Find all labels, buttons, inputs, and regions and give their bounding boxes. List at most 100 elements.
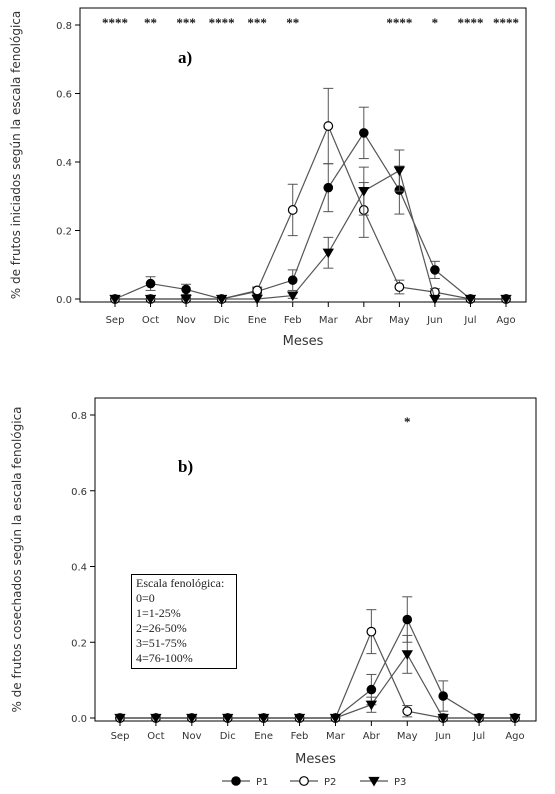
significance-label: **** [493,15,519,30]
x-tick-label: Ene [248,315,267,326]
marker-p3 [473,713,485,724]
x-tick-label: May [397,731,418,742]
significance-label: **** [386,15,412,30]
y-tick-label: 0.8 [56,21,72,32]
y-tick-label: 0.6 [71,487,87,498]
series-line-p3 [120,653,515,719]
x-tick-label: Jun [426,315,443,326]
marker-p3 [293,713,306,724]
scale-box-item: 2=26-50% [136,621,187,635]
marker-p1 [438,691,448,701]
series-p2 [110,87,511,304]
marker-p1 [402,614,413,625]
x-tick-label: Jun [434,731,451,742]
marker-p3 [368,776,380,787]
significance-label: ** [286,15,299,30]
phenological-scale-box: Escala fenológica: 0=0 1=1-25% 2=26-50% … [131,574,237,669]
marker-p2 [299,776,309,786]
x-tick-label: Abr [355,315,373,326]
x-tick-label: Mar [326,731,346,742]
marker-p3 [393,166,406,177]
marker-p3 [401,650,413,660]
y-tick-label: 0.8 [71,411,87,422]
x-tick-label: Abr [363,731,381,742]
series-line-p3 [115,169,506,300]
x-tick-label: Oct [147,731,164,742]
marker-p3 [322,248,334,259]
x-tick-label: Ago [496,315,515,326]
y-tick-label: 0.6 [56,90,72,101]
marker-p2 [402,706,413,717]
scale-box-item: 4=76-100% [136,651,193,665]
marker-p1 [231,776,241,786]
marker-p2 [394,282,405,292]
x-tick-label: Mar [319,315,339,326]
marker-p3 [144,294,157,305]
x-tick-label: May [389,315,410,326]
marker-p3 [429,294,441,305]
x-tick-label: Dic [220,731,236,742]
x-tick-label: Sep [111,731,130,742]
scale-box-item: 3=51-75% [136,636,187,650]
y-tick-label: 0.0 [71,714,87,725]
legend-item-p3: P3 [360,776,406,788]
scale-box-item: 1=1-25% [136,606,181,620]
y-axis-label: % de frutos iniciados según la escala fe… [9,11,23,300]
marker-p1 [430,265,440,275]
y-tick-label: 0.0 [56,295,72,306]
x-tick-label: Feb [284,315,302,326]
marker-p2 [323,121,334,131]
legend-label: P2 [324,777,336,788]
marker-p2 [366,626,377,637]
x-tick-label: Nov [176,315,196,326]
significance-label: **** [209,15,235,30]
marker-p3 [500,294,512,305]
marker-p3 [150,713,162,724]
y-axis-label: % de frutos cosechados según la escala f… [10,406,24,712]
x-tick-label: Nov [182,731,202,742]
marker-p3 [114,713,126,724]
marker-p1 [323,182,334,193]
significance-label: * [404,414,411,429]
marker-p3 [358,187,370,197]
significance-label: *** [247,15,267,30]
marker-p1 [359,128,369,138]
marker-p2 [252,285,263,296]
x-tick-label: Oct [142,315,159,326]
series-line-p2 [115,124,506,300]
marker-p1 [366,684,377,695]
panel-label: b) [178,457,193,476]
y-tick-label: 0.2 [56,227,72,238]
plot-frame [94,397,537,722]
significance-label: * [432,15,439,30]
significance-label: **** [457,15,483,30]
x-tick-label: Ene [254,731,273,742]
marker-p1 [287,275,298,285]
marker-p3 [287,291,299,302]
marker-p3 [257,713,270,724]
marker-p2 [287,205,298,215]
legend-label: P1 [256,777,268,788]
x-tick-label: Jul [472,731,485,742]
marker-p3 [464,294,477,305]
x-tick-label: Feb [291,731,309,742]
legend-item-p2: P2 [290,776,336,788]
marker-p3 [251,294,263,305]
legend: P1 P2 P3 [222,776,406,788]
series-p3 [109,149,512,305]
significance-label: *** [176,15,196,30]
marker-p3 [222,713,234,724]
x-axis-label: Meses [295,752,336,767]
marker-p1 [145,278,156,289]
x-tick-label: Jul [463,315,476,326]
marker-p3 [215,294,228,305]
series-p3 [114,634,521,724]
chart-panel-a: 0.0 0.2 0.4 0.6 0.8 Sep Oct Nov Dic Ene Feb Mar Abr M… [9,7,527,349]
marker-p3 [509,713,521,724]
scale-box-title: Escala fenológica: [136,576,225,590]
x-tick-label: Sep [106,315,125,326]
marker-p3 [329,713,342,724]
legend-label: P3 [394,777,406,788]
legend-item-p1: P1 [222,776,268,788]
